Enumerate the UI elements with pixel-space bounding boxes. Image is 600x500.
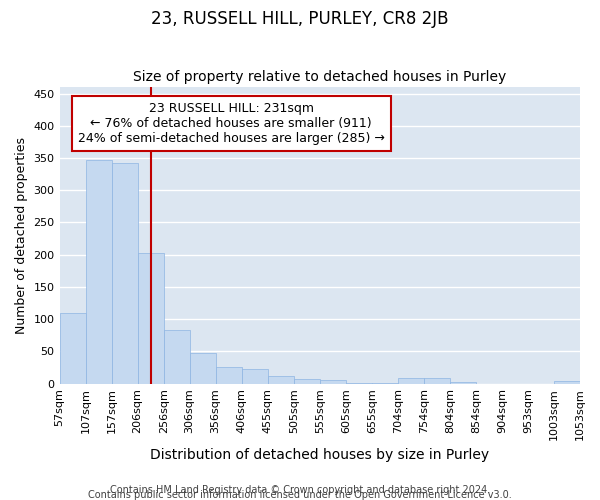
Bar [86, 160, 112, 384]
Bar [215, 368, 242, 384]
Text: Contains public sector information licensed under the Open Government Licence v3: Contains public sector information licen… [88, 490, 512, 500]
Bar [164, 330, 190, 384]
Bar [242, 370, 268, 384]
Title: Size of property relative to detached houses in Purley: Size of property relative to detached ho… [133, 70, 506, 85]
Bar [137, 252, 164, 384]
Bar [320, 380, 346, 384]
Bar [450, 382, 476, 384]
Bar [398, 378, 424, 384]
Bar [59, 312, 86, 384]
Bar [112, 163, 137, 384]
Text: 23 RUSSELL HILL: 231sqm
← 76% of detached houses are smaller (911)
24% of semi-d: 23 RUSSELL HILL: 231sqm ← 76% of detache… [78, 102, 385, 145]
Bar [346, 383, 372, 384]
Y-axis label: Number of detached properties: Number of detached properties [15, 137, 28, 334]
X-axis label: Distribution of detached houses by size in Purley: Distribution of detached houses by size … [150, 448, 490, 462]
Bar [372, 383, 398, 384]
Text: Contains HM Land Registry data © Crown copyright and database right 2024.: Contains HM Land Registry data © Crown c… [110, 485, 490, 495]
Bar [190, 354, 215, 384]
Bar [268, 376, 294, 384]
Bar [554, 381, 580, 384]
Bar [294, 379, 320, 384]
Text: 23, RUSSELL HILL, PURLEY, CR8 2JB: 23, RUSSELL HILL, PURLEY, CR8 2JB [151, 10, 449, 28]
Bar [424, 378, 450, 384]
